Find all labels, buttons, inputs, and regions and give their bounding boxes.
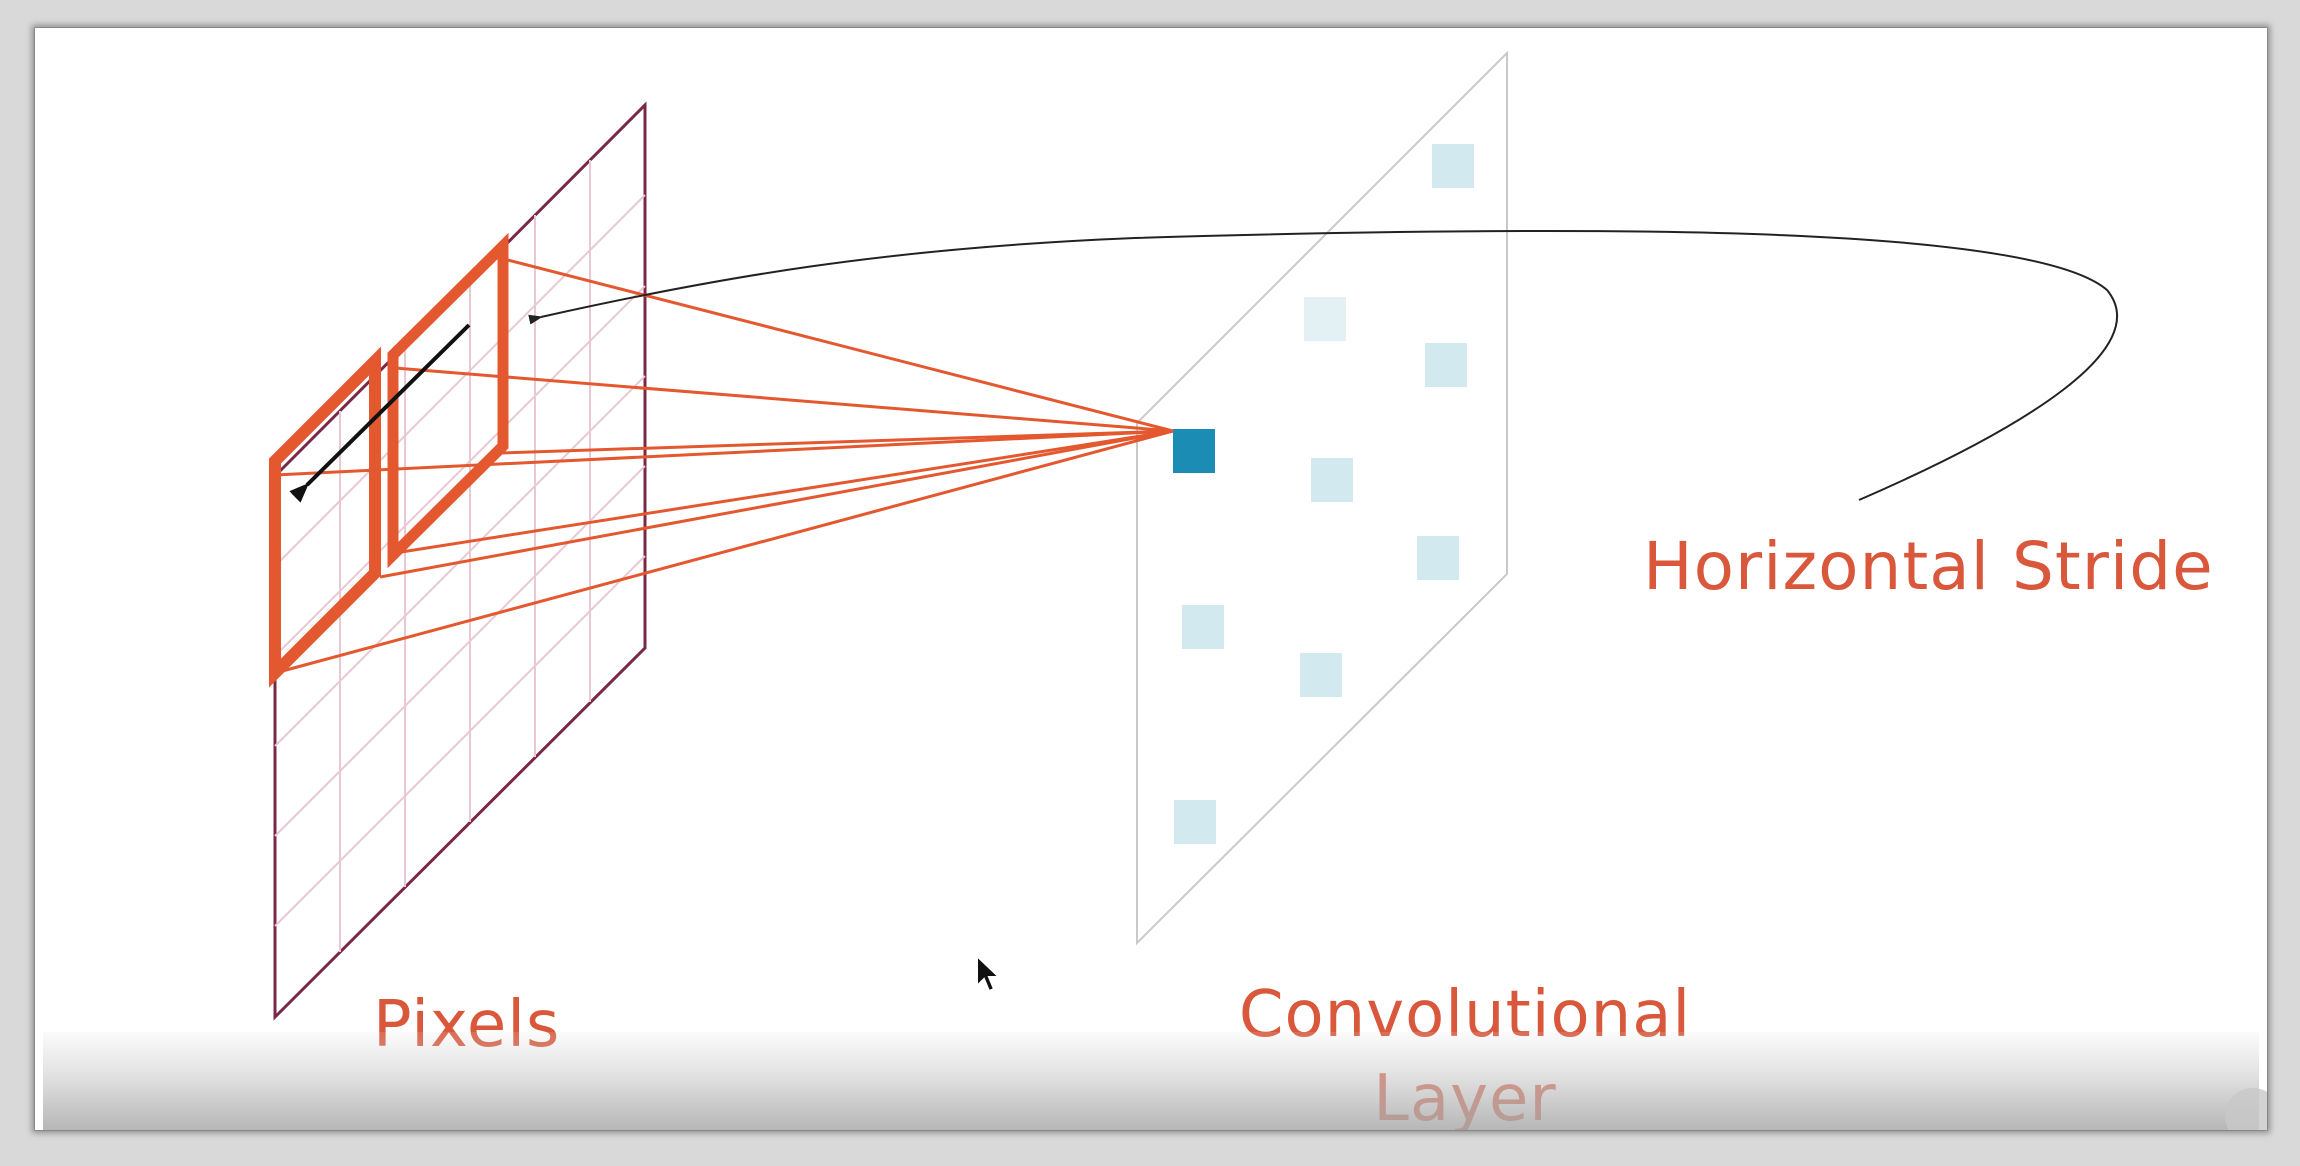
convolutional-layer-label: Convolutional Layer xyxy=(1238,978,1692,1130)
feature-cell xyxy=(1304,297,1346,341)
feature-cell-active xyxy=(1173,429,1215,473)
feature-cell xyxy=(1300,653,1342,697)
feature-cell xyxy=(1311,458,1353,502)
filter-windows xyxy=(269,232,509,688)
feature-cell xyxy=(1432,144,1474,188)
filter-window-previous xyxy=(269,346,381,688)
mouse-pointer-icon xyxy=(976,953,1002,993)
conv-plane-border xyxy=(1136,50,1508,946)
stride-direction-arrow xyxy=(289,323,471,503)
slide-frame: Horizontal Stride Pixels Convolutional L… xyxy=(35,28,2267,1130)
horizontal-stride-annotation-arrow xyxy=(528,229,2119,501)
feature-map-cells xyxy=(1173,144,1474,844)
conv-layer-plane xyxy=(1136,50,1508,946)
projection-lines xyxy=(274,256,1174,675)
convolution-diagram xyxy=(269,50,2119,1021)
pixel-plane-border xyxy=(273,101,647,1021)
feature-cell xyxy=(1425,343,1467,387)
filter-window-current xyxy=(387,232,509,569)
feature-cell xyxy=(1417,536,1459,580)
feature-cell xyxy=(1174,800,1216,844)
feature-cell xyxy=(1182,605,1224,649)
pixels-label: Pixels xyxy=(373,988,561,1062)
horizontal-stride-label: Horizontal Stride xyxy=(1643,528,2214,605)
